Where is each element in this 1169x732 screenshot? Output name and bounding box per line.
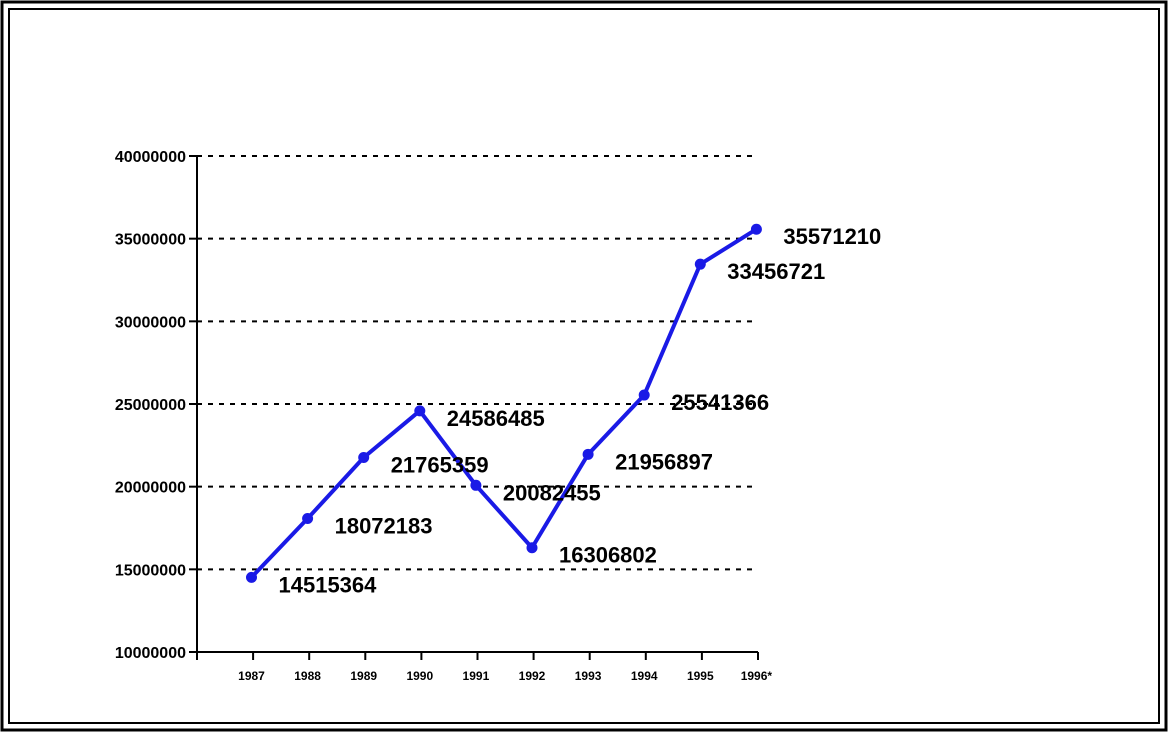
x-tick-label: 1996* — [741, 669, 773, 683]
data-point-1991 — [470, 479, 482, 491]
data-point-1995 — [694, 258, 706, 270]
data-point-1993 — [582, 448, 594, 460]
inner-border — [8, 8, 1160, 724]
x-tick-label: 1991 — [463, 669, 490, 683]
data-point-1990 — [414, 405, 426, 417]
y-tick-label: 35000000 — [115, 232, 186, 249]
x-tick-label: 1995 — [687, 669, 714, 683]
y-tick-label: 25000000 — [115, 397, 186, 414]
data-point-1987 — [246, 571, 257, 583]
data-point-1996* — [750, 223, 762, 235]
data-label-1992: 16306802 — [559, 543, 657, 568]
data-point-1992 — [526, 542, 538, 554]
series-layer — [246, 223, 762, 583]
data-label-1988: 18072183 — [335, 514, 433, 539]
data-label-1993: 21956897 — [615, 449, 713, 474]
axis-layer: 10000000 15000000 20000000 25000000 30000000… — [115, 149, 773, 683]
data-point-1989 — [358, 451, 370, 463]
x-tick-label: 1989 — [350, 669, 377, 683]
y-tick-label: 30000000 — [115, 314, 186, 331]
data-point-1994 — [638, 389, 650, 401]
data-label-1994: 25541366 — [671, 390, 769, 415]
series-line — [250, 227, 758, 579]
label-layer: 14515364 18072183 21765359 24586485 20082455… — [279, 224, 882, 597]
data-label-1996*: 35571210 — [783, 224, 881, 249]
x-tick-label: 1987 — [238, 669, 265, 683]
data-label-1987: 14515364 — [279, 572, 378, 597]
x-tick-label: 1988 — [294, 669, 321, 683]
data-label-1990: 24586485 — [447, 406, 545, 431]
grid-layer — [197, 155, 758, 571]
x-tick-label: 1992 — [519, 669, 546, 683]
y-tick-label: 20000000 — [115, 480, 186, 497]
x-tick-label: 1994 — [631, 669, 658, 683]
y-tick-label: 40000000 — [115, 149, 186, 166]
data-label-1991: 20082455 — [503, 480, 601, 505]
data-label-1995: 33456721 — [727, 259, 825, 284]
x-tick-label: 1990 — [406, 669, 433, 683]
y-tick-label: 10000000 — [115, 645, 186, 662]
x-tick-label: 1993 — [575, 669, 602, 683]
y-tick-label: 15000000 — [115, 562, 186, 579]
data-point-1988 — [302, 513, 314, 525]
data-label-1989: 21765359 — [391, 452, 489, 477]
